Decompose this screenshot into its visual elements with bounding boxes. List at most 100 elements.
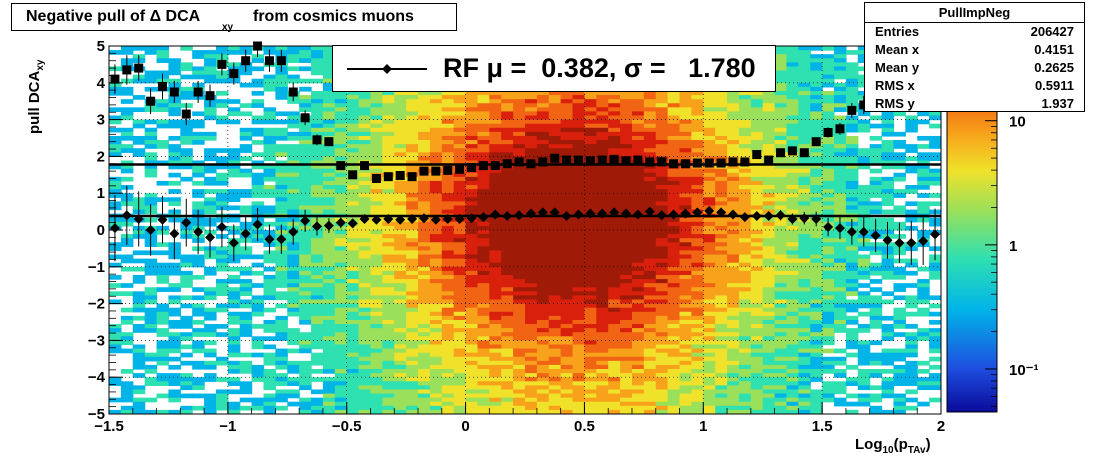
heatmap-cell [299, 193, 312, 198]
heatmap-cell [346, 180, 360, 186]
heatmap-cell [322, 209, 336, 215]
heatmap-cell [596, 344, 609, 350]
heatmap-cell [703, 295, 716, 301]
heatmap-cell [263, 111, 276, 117]
heatmap-cell [275, 221, 288, 227]
heatmap-cell [406, 123, 419, 129]
heatmap-cell [620, 303, 633, 309]
heatmap-cell [346, 238, 360, 243]
heatmap-cell [548, 185, 562, 190]
heatmap-cell [322, 299, 336, 305]
heatmap-cell [239, 389, 253, 395]
heatmap-cell [786, 242, 799, 247]
heatmap-cell [655, 332, 669, 337]
heatmap-cell [620, 344, 633, 350]
heatmap-cell [489, 123, 502, 129]
heatmap-cell [299, 303, 312, 309]
heatmap-cell [560, 279, 574, 284]
heatmap-cell [691, 258, 704, 264]
heatmap-cell [501, 270, 514, 276]
heatmap-cell [477, 246, 490, 252]
heatmap-cell [774, 340, 788, 346]
heatmap-cell [429, 287, 443, 292]
heatmap-cell [204, 205, 217, 211]
heatmap-cell [786, 168, 799, 174]
heatmap-cell [691, 336, 704, 341]
heatmap-cell [394, 336, 407, 341]
heatmap-cell [394, 148, 407, 153]
heatmap-cell [560, 348, 574, 354]
heatmap-cell [798, 103, 811, 108]
heatmap-cell [774, 119, 788, 125]
heatmap-cell [251, 193, 265, 198]
heatmap-cell [572, 303, 586, 309]
heatmap-cell [501, 360, 514, 366]
heatmap-cell [322, 393, 336, 399]
heatmap-cell [667, 364, 681, 370]
heatmap-cell [418, 250, 431, 256]
heatmap-cell [655, 409, 669, 414]
heatmap-cell [441, 107, 455, 113]
heatmap-cell [525, 180, 538, 186]
heatmap-cell [370, 201, 383, 207]
heatmap-cell [560, 283, 574, 288]
heatmap-cell [370, 156, 383, 162]
heatmap-cell [394, 90, 407, 96]
heatmap-cell [810, 123, 823, 129]
heatmap-cell [406, 352, 419, 358]
heatmap-cell [774, 377, 788, 382]
heatmap-cell [311, 144, 324, 149]
heatmap-cell [750, 119, 764, 125]
heatmap-cell [334, 405, 348, 411]
heatmap-cell [655, 405, 669, 411]
heatmap-cell [679, 250, 692, 256]
heatmap-cell [798, 397, 811, 403]
heatmap-cell [418, 344, 431, 350]
heatmap-cell [596, 315, 609, 321]
heatmap-cell [750, 324, 764, 329]
heatmap-cell [406, 377, 419, 382]
heatmap-cell [536, 164, 550, 170]
heatmap-cell [679, 389, 692, 395]
heatmap-cell [501, 156, 514, 162]
heatmap-cell [120, 176, 134, 182]
heatmap-cell [584, 180, 597, 186]
heatmap-cell [346, 389, 360, 395]
heatmap-cell [513, 205, 526, 211]
heatmap-cell [109, 328, 122, 333]
heatmap-cell [762, 127, 776, 133]
heatmap-cell [596, 148, 609, 153]
heatmap-cell [525, 201, 538, 207]
heatmap-cell [655, 250, 669, 256]
heatmap-cell [311, 266, 324, 272]
heatmap-cell [227, 315, 241, 321]
heatmap-cell [287, 201, 300, 207]
heatmap-cell [643, 217, 657, 223]
heatmap-cell [620, 283, 633, 288]
heatmap-cell [334, 254, 348, 260]
heatmap-cell [382, 152, 395, 157]
heatmap-cell [798, 291, 811, 297]
heatmap-cell [536, 287, 550, 292]
heatmap-cell [109, 299, 122, 305]
heatmap-cell [251, 270, 265, 276]
heatmap-cell [453, 152, 467, 157]
heatmap-cell [584, 324, 597, 329]
heatmap-cell [263, 127, 276, 133]
heatmap-cell [738, 393, 752, 399]
heatmap-cell [679, 246, 692, 252]
heatmap-cell [525, 197, 538, 202]
heatmap-cell [251, 303, 265, 309]
heatmap-cell [204, 352, 217, 358]
heatmap-cell [501, 250, 514, 256]
heatmap-cell [370, 270, 383, 276]
heatmap-cell [631, 352, 645, 358]
heatmap-cell [311, 258, 324, 264]
heatmap-cell [762, 336, 776, 341]
heatmap-cell [762, 364, 776, 370]
heatmap-cell [311, 262, 324, 268]
heatmap-cell [643, 258, 657, 264]
heatmap-cell [311, 246, 324, 252]
heatmap-cell [631, 99, 645, 104]
heatmap-cell [382, 295, 395, 301]
